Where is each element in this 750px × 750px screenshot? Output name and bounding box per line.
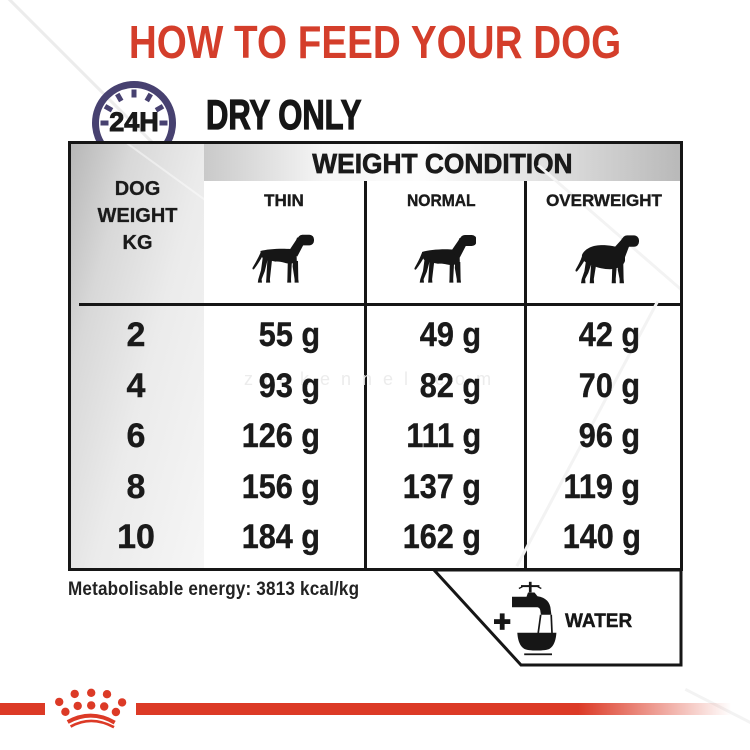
svg-text:WATER: WATER: [565, 611, 632, 632]
svg-text:24H: 24H: [109, 107, 159, 137]
